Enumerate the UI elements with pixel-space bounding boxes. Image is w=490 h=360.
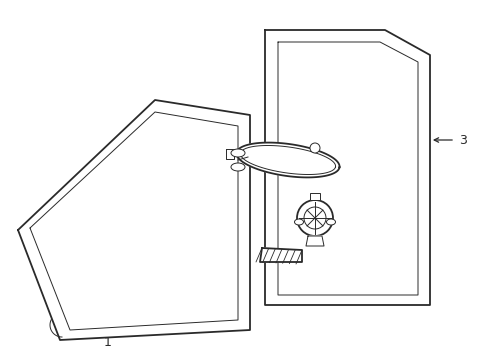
- Polygon shape: [260, 248, 302, 262]
- Ellipse shape: [231, 149, 245, 157]
- Ellipse shape: [294, 219, 303, 225]
- Polygon shape: [18, 100, 250, 340]
- Text: 5: 5: [354, 202, 362, 215]
- Circle shape: [297, 200, 333, 236]
- Polygon shape: [237, 143, 340, 177]
- Text: 1: 1: [104, 336, 112, 349]
- Text: 2: 2: [334, 248, 342, 261]
- Ellipse shape: [231, 163, 245, 171]
- Circle shape: [310, 143, 320, 153]
- Text: 3: 3: [459, 134, 467, 147]
- Polygon shape: [306, 236, 324, 246]
- Text: 4: 4: [342, 162, 350, 175]
- Polygon shape: [265, 30, 430, 305]
- Polygon shape: [30, 112, 238, 330]
- Polygon shape: [278, 42, 418, 295]
- FancyBboxPatch shape: [310, 193, 320, 200]
- Polygon shape: [226, 149, 234, 159]
- Ellipse shape: [326, 219, 336, 225]
